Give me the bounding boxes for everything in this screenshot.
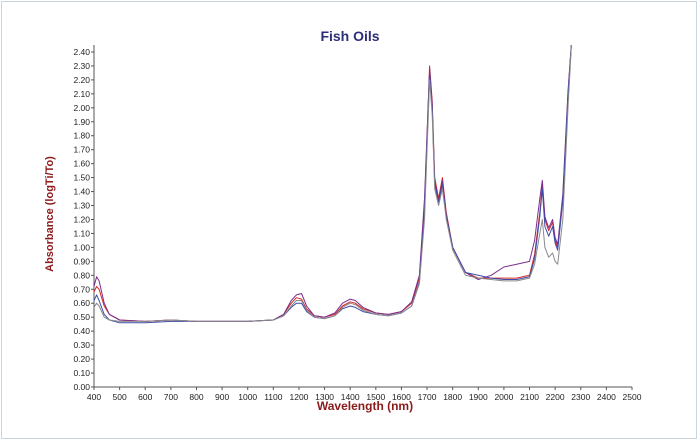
y-tick-label: 2.30 <box>73 61 90 71</box>
x-tick-label: 1800 <box>443 392 462 402</box>
x-tick-label: 700 <box>164 392 178 402</box>
y-tick-label: 1.10 <box>73 228 90 238</box>
x-tick-label: 2000 <box>494 392 513 402</box>
chart-title: Fish Oils <box>320 28 380 44</box>
x-tick-label: 1400 <box>341 392 360 402</box>
x-tick-label: 1200 <box>289 392 308 402</box>
y-tick-label: 2.40 <box>73 47 90 57</box>
x-tick-label: 400 <box>87 392 101 402</box>
x-tick-label: 1900 <box>469 392 488 402</box>
x-tick-label: 1300 <box>315 392 334 402</box>
spectrum-line-4 <box>94 45 572 322</box>
x-tick-label: 1100 <box>264 392 283 402</box>
y-tick-label: 1.40 <box>73 187 90 197</box>
y-tick-label: 1.80 <box>73 131 90 141</box>
y-tick-label: 0.10 <box>73 368 90 378</box>
x-tick-label: 500 <box>113 392 127 402</box>
y-tick-label: 0.80 <box>73 270 90 280</box>
y-tick-label: 1.50 <box>73 173 90 183</box>
x-tick-label: 1500 <box>366 392 385 402</box>
y-tick-label: 1.70 <box>73 145 90 155</box>
x-tick-label: 2200 <box>546 392 565 402</box>
y-tick-label: 0.40 <box>73 326 90 336</box>
y-tick-label: 1.30 <box>73 201 90 211</box>
y-tick-label: 1.20 <box>73 214 90 224</box>
y-tick-label: 1.90 <box>73 117 90 127</box>
y-tick-label: 0.90 <box>73 256 90 266</box>
y-tick-label: 0.20 <box>73 354 90 364</box>
y-tick-label: 0.50 <box>73 312 90 322</box>
y-tick-label: 2.10 <box>73 89 90 99</box>
spectrum-line-1 <box>94 45 572 322</box>
x-axis-label: Wavelength (nm) <box>316 399 414 413</box>
x-tick-label: 2100 <box>520 392 539 402</box>
x-tick-label: 2300 <box>571 392 590 402</box>
spectrum-line-2 <box>94 45 572 322</box>
x-tick-label: 1600 <box>392 392 411 402</box>
y-tick-label: 1.00 <box>73 242 90 252</box>
x-tick-label: 600 <box>138 392 152 402</box>
y-tick-label: 0.30 <box>73 340 90 350</box>
x-tick-label: 2500 <box>623 392 642 402</box>
x-tick-label: 800 <box>189 392 203 402</box>
y-tick-label: 2.00 <box>73 103 90 113</box>
spectrum-line-3 <box>94 45 572 324</box>
x-tick-label: 1700 <box>418 392 437 402</box>
y-tick-label: 2.20 <box>73 75 90 85</box>
y-tick-label: 1.60 <box>73 159 90 169</box>
x-tick-label: 900 <box>215 392 229 402</box>
x-tick-label: 2400 <box>597 392 616 402</box>
x-tick-label: 1000 <box>238 392 257 402</box>
y-tick-label: 0.60 <box>73 298 90 308</box>
y-tick-label: 0.00 <box>73 382 90 392</box>
y-tick-label: 0.70 <box>73 284 90 294</box>
